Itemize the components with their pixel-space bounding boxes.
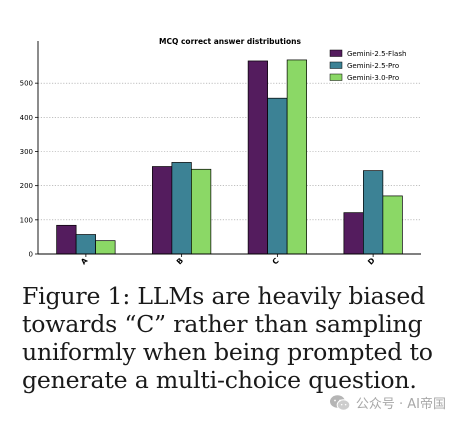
bar-d-series-2 xyxy=(382,195,403,255)
bar-c-series-2 xyxy=(286,59,307,255)
y-tick-label: 200 xyxy=(20,182,33,190)
bar-c-series-1 xyxy=(267,97,288,255)
bar-b-series-1 xyxy=(171,162,192,255)
bar-b-series-2 xyxy=(191,168,212,255)
legend: Gemini-2.5-Flash Gemini-2.5-Pro Gemini-3.0… xyxy=(329,49,406,82)
legend-label: Gemini-2.5-Pro xyxy=(347,62,399,70)
chart-svg: MCQ correct answer distributions 0 100 200… xyxy=(20,37,421,267)
figure-caption: Figure 1: LLMs are heavily biased toward… xyxy=(22,282,433,394)
x-tick-label: C xyxy=(270,256,281,267)
bar-a-series-0 xyxy=(56,224,77,255)
bar-a-series-1 xyxy=(75,234,96,255)
bar-a-series-2 xyxy=(95,240,116,255)
x-tick-label: A xyxy=(79,256,90,267)
legend-swatch xyxy=(329,61,343,69)
y-tick-label: 300 xyxy=(20,148,33,156)
legend-label: Gemini-2.5-Flash xyxy=(347,50,406,58)
bars xyxy=(56,59,403,255)
bar-chart: MCQ correct answer distributions 0 100 200… xyxy=(20,37,421,267)
y-tick-label: 500 xyxy=(20,80,33,88)
bar-b-series-0 xyxy=(152,166,173,255)
y-tick-label: 100 xyxy=(20,216,33,224)
x-tick-label: B xyxy=(175,256,186,267)
grid-lines xyxy=(38,82,421,221)
watermark: 公众号 · AI帝国 xyxy=(329,393,446,412)
wechat-icon xyxy=(329,394,351,411)
legend-label: Gemini-3.0-Pro xyxy=(347,74,399,82)
axes: 0 100 200 300 400 500 A B C D xyxy=(20,41,421,267)
bar-d-series-0 xyxy=(343,212,364,255)
y-tick-label: 0 xyxy=(29,251,33,259)
x-tick-label: D xyxy=(366,256,377,267)
bar-c-series-0 xyxy=(247,60,268,255)
legend-swatch xyxy=(329,49,343,57)
legend-swatch xyxy=(329,73,343,81)
y-tick-label: 400 xyxy=(20,114,33,122)
watermark-text: 公众号 · AI帝国 xyxy=(355,397,446,412)
chart-title: MCQ correct answer distributions xyxy=(159,37,301,46)
bar-d-series-1 xyxy=(363,170,384,255)
